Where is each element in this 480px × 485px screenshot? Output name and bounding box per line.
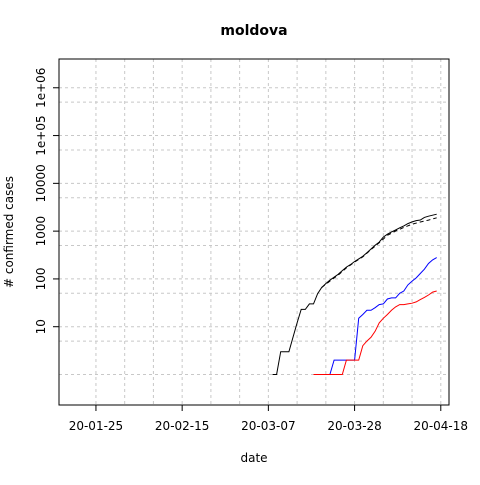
y-tick-label: 1e+05 [34, 115, 48, 155]
series-line-1 [272, 213, 437, 375]
y-tick-label: 1e+06 [34, 68, 48, 108]
series-line-3 [313, 257, 437, 375]
y-tick-label: 10 [34, 319, 48, 334]
x-tick-label: 20-03-28 [327, 419, 381, 433]
x-tick-label: 20-04-18 [414, 419, 468, 433]
x-tick-label: 20-01-25 [69, 419, 123, 433]
y-tick-label: 100 [34, 267, 48, 290]
x-tick-label: 20-02-15 [155, 419, 209, 433]
series-layer [272, 213, 437, 375]
grid [59, 59, 449, 405]
plot-frame [58, 58, 450, 406]
y-tick-label: 1000 [34, 216, 48, 247]
series-line-2 [321, 217, 437, 288]
series-line-4 [313, 290, 437, 375]
x-tick-label: 20-03-07 [241, 419, 295, 433]
chart-title: moldova [220, 23, 287, 39]
x-axis-label: date [240, 451, 267, 465]
axes: 20-01-25 20-02-15 20-03-07 20-03-28 20-04-18… [34, 68, 468, 433]
y-axis-label: # confirmed cases [2, 176, 16, 288]
y-tick-label: 10000 [34, 164, 48, 202]
